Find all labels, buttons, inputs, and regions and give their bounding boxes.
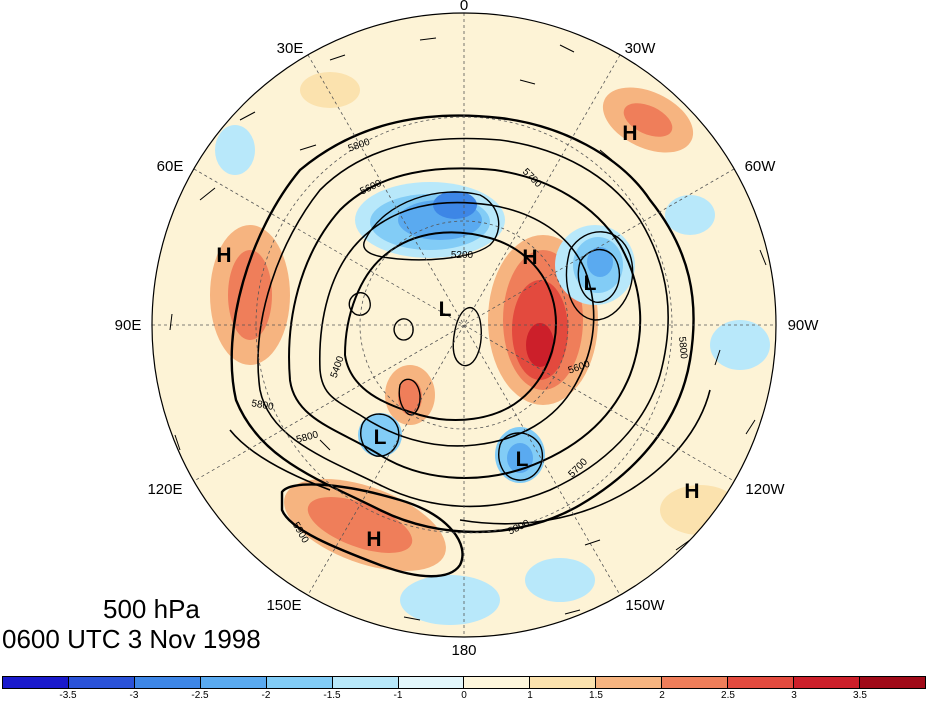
colorbar-tick-label: -2 — [261, 690, 271, 701]
pressure-centers: H H H L L L L H H — [216, 122, 699, 551]
map-disk — [152, 13, 776, 637]
colorbar-segment — [530, 677, 597, 688]
longitude-labels: 0 30W 60W 90W 120W 150W 180 150E 120E 90E 60E 30E — [115, 0, 820, 659]
longitude-label: 30E — [277, 40, 304, 57]
colorbar-tick-label: -2.5 — [191, 690, 209, 701]
low-pressure-label: L — [584, 272, 597, 295]
colorbar-segment — [859, 677, 925, 688]
colorbar-segment — [596, 677, 663, 688]
high-pressure-label: H — [622, 122, 637, 145]
map-boundary — [151, 12, 777, 638]
colorbar-segment — [464, 677, 531, 688]
longitude-label: 150W — [625, 597, 665, 614]
colorbar-tick-label: 1 — [527, 690, 533, 701]
longitude-label: 90W — [788, 317, 820, 334]
colorbar-segment — [728, 677, 795, 688]
high-pressure-label: H — [522, 246, 537, 269]
colorbar-tick-label: 1.5 — [589, 690, 603, 701]
colorbar-segment — [134, 677, 201, 688]
colorbar-segment — [266, 677, 333, 688]
colorbar-tick-label: 2 — [659, 690, 665, 701]
longitude-label: 120E — [147, 481, 182, 498]
colorbar-tick-label: 2.5 — [721, 690, 735, 701]
low-pressure-label: L — [516, 448, 529, 471]
longitude-label: 90E — [115, 317, 142, 334]
colorbar-segment — [200, 677, 267, 688]
longitude-label: 60E — [157, 158, 184, 175]
low-pressure-label: L — [374, 426, 387, 449]
colorbar-tick-label: -1 — [393, 690, 403, 701]
colorbar — [2, 676, 926, 689]
high-pressure-label: H — [216, 244, 231, 267]
contour-label: 5800 — [676, 336, 689, 360]
colorbar-ticks: -3.5 -3 -2.5 -2 -1.5 -1 0 1 1.5 2 2.5 3 3.5 — [2, 690, 926, 702]
colorbar-tick-label: 0 — [461, 690, 467, 701]
colorbar-segment — [398, 677, 465, 688]
high-pressure-label: H — [366, 528, 381, 551]
colorbar-tick-label: 3.5 — [853, 690, 867, 701]
level-title: 500 hPa — [103, 594, 200, 624]
longitude-label: 0 — [460, 0, 468, 14]
colorbar-tick-label: -3 — [129, 690, 139, 701]
colorbar-segment — [662, 677, 729, 688]
longitude-label: 60W — [745, 158, 777, 175]
time-title: 0600 UTC 3 Nov 1998 — [2, 624, 261, 654]
high-pressure-label: H — [684, 480, 699, 503]
contour-label: 5800 — [251, 398, 275, 413]
colorbar-tick-label: -3.5 — [59, 690, 77, 701]
colorbar-segment — [794, 677, 860, 688]
colorbar-segment — [3, 677, 69, 688]
height-contours — [229, 114, 711, 578]
colorbar-segment — [68, 677, 135, 688]
graticule — [152, 13, 776, 637]
longitude-label: 30W — [625, 40, 657, 57]
longitude-label: 180 — [451, 642, 476, 659]
contour-label: 5200 — [451, 250, 474, 261]
colorbar-tick-label: -1.5 — [323, 690, 341, 701]
longitude-label: 150E — [266, 597, 301, 614]
colorbar-tick-label: 3 — [791, 690, 797, 701]
longitude-label: 120W — [745, 481, 785, 498]
low-pressure-label: L — [439, 298, 452, 321]
colorbar-segment — [332, 677, 399, 688]
